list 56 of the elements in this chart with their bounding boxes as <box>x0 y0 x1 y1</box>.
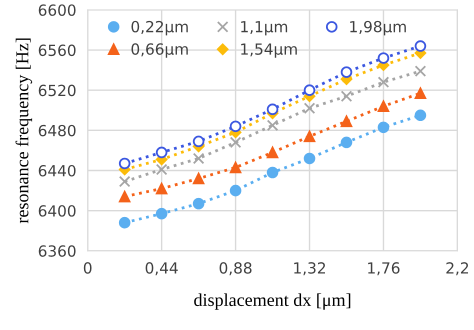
point <box>304 102 316 114</box>
point <box>266 166 278 178</box>
x-tick-label: 1,76 <box>368 262 400 276</box>
point <box>118 158 130 170</box>
y-tick-label: 6440 <box>38 164 76 177</box>
x-tick-label: 0 <box>84 262 92 274</box>
y-tick-label: 6400 <box>38 205 76 217</box>
point <box>304 152 316 164</box>
legend-label: 1,1μm <box>241 21 288 36</box>
point <box>340 116 352 128</box>
point <box>118 216 130 228</box>
y-axis-title: resonance frequency [Hz] <box>16 38 32 224</box>
point <box>192 136 204 148</box>
point <box>230 184 242 196</box>
y-tick-label: 6560 <box>38 44 76 56</box>
x-tick-label: 2,2 <box>446 262 468 276</box>
point <box>340 136 352 148</box>
legend-label: 1,98μm <box>350 20 406 36</box>
legend-label: 1,54μm <box>241 43 297 58</box>
point <box>156 182 168 194</box>
point <box>304 84 316 96</box>
point <box>378 52 390 64</box>
point <box>156 164 168 176</box>
point <box>266 146 278 158</box>
point <box>414 65 426 77</box>
point <box>414 40 426 52</box>
point <box>230 162 242 174</box>
legend-label: 0,66μm <box>131 43 188 58</box>
y-tick-label: 6600 <box>38 4 76 16</box>
point <box>192 198 204 210</box>
point <box>414 110 426 122</box>
point <box>230 120 242 132</box>
point <box>192 152 204 164</box>
x-tick-label: 1,32 <box>294 262 325 276</box>
point <box>192 172 204 184</box>
point <box>378 122 390 134</box>
point <box>304 130 316 142</box>
point <box>266 104 278 116</box>
point <box>414 87 426 99</box>
point <box>230 136 242 148</box>
point <box>118 176 130 188</box>
point <box>266 120 278 132</box>
y-tick-label: 6480 <box>38 124 76 136</box>
x-axis-title: displacement dx [μm] <box>194 293 350 310</box>
legend-label: 0,22μm <box>131 20 188 36</box>
y-tick-label: 6520 <box>38 84 76 96</box>
x-tick-label: 0,88 <box>220 262 252 276</box>
point <box>156 146 168 158</box>
point <box>340 66 352 78</box>
point <box>378 76 390 88</box>
y-tick-label: 6360 <box>38 245 76 257</box>
point <box>378 100 390 112</box>
point <box>156 208 168 220</box>
point <box>340 90 352 102</box>
x-tick-label: 0,44 <box>146 262 178 276</box>
point <box>118 190 130 202</box>
